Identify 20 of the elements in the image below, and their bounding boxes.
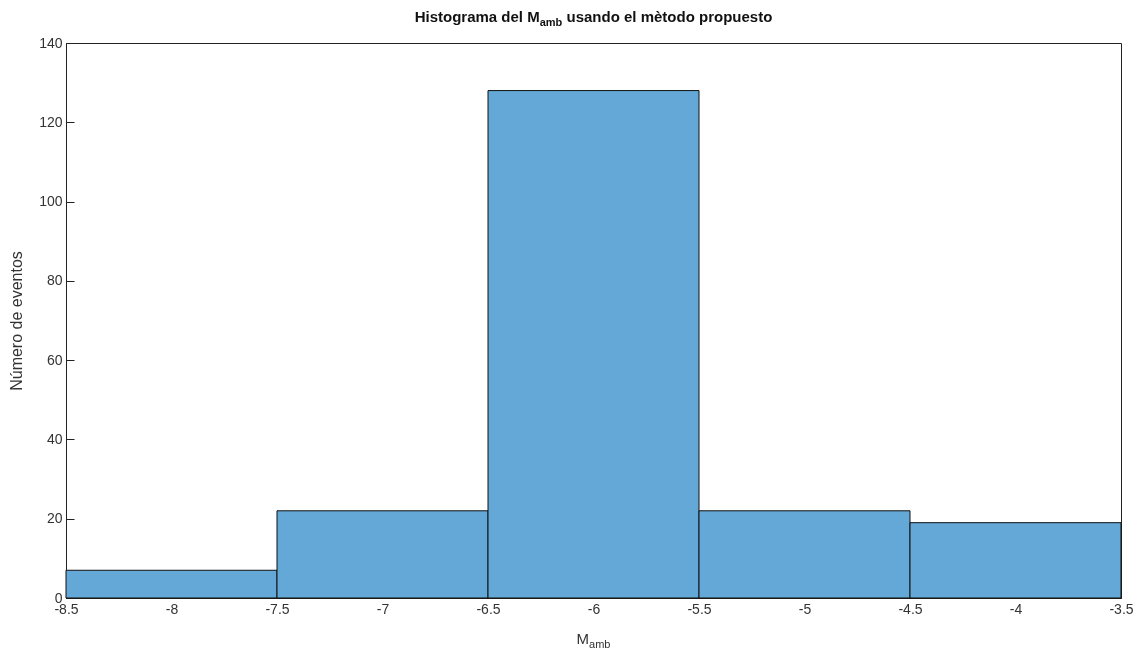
x-axis-title: M$_{amb}$	[575, 630, 612, 650]
x-tick-label: -8	[165, 600, 179, 617]
x-tick-label: -5.5	[687, 600, 712, 617]
y-tick-label: 80	[46, 272, 63, 289]
y-tick-label: 20	[46, 510, 63, 527]
y-tick-label: 120	[39, 113, 63, 130]
x-tick-label: -3.5	[1109, 600, 1134, 617]
x-tick-label: -7	[376, 600, 390, 617]
y-tick-label: 100	[39, 193, 63, 210]
y-tick-label: 60	[46, 351, 63, 368]
chart-title: Histograma del M$_{amb}$ usando el mètodo propuesto	[413, 8, 774, 28]
x-tick-label: -4.5	[898, 600, 923, 617]
x-tick-label: -4	[1009, 600, 1023, 617]
x-tick-label: -6	[587, 600, 601, 617]
y-tick-label: 40	[46, 430, 63, 447]
y-tick-label: 140	[39, 34, 63, 51]
y-axis-title: Número de eventos	[8, 251, 26, 391]
x-tick-label: -5	[798, 600, 812, 617]
x-tick-label: -6.5	[476, 600, 501, 617]
x-tick-label: -7.5	[265, 600, 290, 617]
